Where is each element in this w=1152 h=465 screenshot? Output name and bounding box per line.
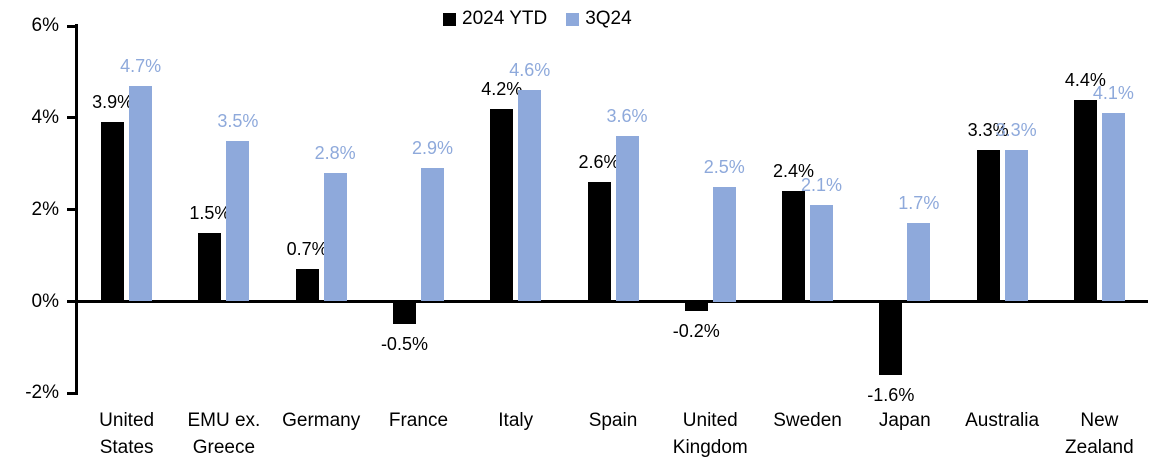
bar-label-2024-ytd-new-zealand: 4.4% <box>1064 69 1106 90</box>
y-tick-mark <box>67 208 78 212</box>
bar-label-2024-ytd-sweden: 2.4% <box>773 161 815 182</box>
bar-3q24-emu-ex-greece <box>226 140 250 302</box>
y-tick-mark <box>67 300 78 303</box>
bar-3q24-united-states <box>129 85 153 302</box>
bar-label-2024-ytd-spain: 2.6% <box>578 152 620 173</box>
category-label-italy: Italy <box>498 410 534 431</box>
category-label-united-kingdom: United Kingdom <box>672 410 748 458</box>
y-tick-mark <box>67 391 78 395</box>
bar-label-2024-ytd-japan: -1.6% <box>867 384 915 405</box>
bar-label-2024-ytd-france: -0.5% <box>380 334 428 355</box>
chart-legend: 2024 YTD 3Q24 <box>443 8 632 30</box>
bar-3q24-united-kingdom <box>712 186 736 302</box>
y-tick-label-6: 6% <box>31 15 59 37</box>
bar-label-3q24-germany: 2.8% <box>314 142 356 163</box>
bar-3q24-spain <box>615 136 639 302</box>
bar-2024-ytd-united-kingdom <box>684 301 708 311</box>
bar-3q24-australia <box>1004 150 1028 302</box>
bar-2024-ytd-italy <box>490 108 514 302</box>
bar-label-3q24-spain: 3.6% <box>606 106 648 127</box>
legend-label-2024-ytd: 2024 YTD <box>462 8 548 29</box>
y-tick-mark <box>67 116 78 120</box>
bar-label-2024-ytd-italy: 4.2% <box>481 78 523 99</box>
bar-3q24-new-zealand <box>1101 113 1125 302</box>
bar-label-3q24-united-kingdom: 2.5% <box>703 156 745 177</box>
legend-item-3q24: 3Q24 <box>566 8 632 30</box>
bar-2024-ytd-spain <box>587 182 611 302</box>
category-label-new-zealand: New Zealand <box>1065 410 1134 458</box>
bar-2024-ytd-new-zealand <box>1073 99 1097 302</box>
bar-label-2024-ytd-australia: 3.3% <box>967 120 1009 141</box>
category-label-france: France <box>388 410 449 431</box>
y-tick-mark <box>67 24 78 28</box>
bar-label-3q24-new-zealand: 4.1% <box>1092 83 1134 104</box>
category-label-germany: Germany <box>282 410 361 431</box>
bar-label-3q24-emu-ex-greece: 3.5% <box>217 110 259 131</box>
x-axis-baseline <box>75 300 1148 303</box>
legend-swatch-3q24-icon <box>566 12 580 26</box>
bar-label-3q24-italy: 4.6% <box>509 60 551 81</box>
bar-label-2024-ytd-germany: 0.7% <box>286 239 328 260</box>
legend-swatch-2024-ytd-icon <box>443 12 456 26</box>
category-label-australia: Australia <box>965 410 1040 431</box>
category-label-spain: Spain <box>588 410 638 431</box>
bar-2024-ytd-sweden <box>782 191 806 302</box>
bar-3q24-germany <box>323 172 347 302</box>
bar-label-3q24-sweden: 2.1% <box>801 175 843 196</box>
bar-2024-ytd-germany <box>295 269 319 302</box>
bar-label-3q24-united-states: 4.7% <box>120 55 162 76</box>
legend-item-2024-ytd: 2024 YTD <box>443 8 547 30</box>
bar-2024-ytd-australia <box>976 150 1000 302</box>
category-label-sweden: Sweden <box>773 410 842 431</box>
bar-label-3q24-japan: 1.7% <box>898 193 940 214</box>
bar-label-3q24-france: 2.9% <box>411 138 453 159</box>
bar-label-2024-ytd-emu-ex-greece: 1.5% <box>189 202 231 223</box>
y-tick-label-4: 4% <box>31 106 59 128</box>
y-tick-label-2: 2% <box>31 198 59 220</box>
bar-label-2024-ytd-united-kingdom: -0.2% <box>672 320 720 341</box>
category-label-emu-ex-greece: EMU ex. Greece <box>187 410 261 458</box>
bar-2024-ytd-united-states <box>101 122 125 302</box>
category-label-united-states: United States <box>99 410 155 458</box>
bar-3q24-japan <box>907 223 931 302</box>
bar-label-3q24-australia: 3.3% <box>995 120 1037 141</box>
bar-2024-ytd-france <box>392 301 416 325</box>
bar-2024-ytd-japan <box>879 301 903 375</box>
bar-3q24-france <box>420 168 444 302</box>
bar-2024-ytd-emu-ex-greece <box>198 232 222 302</box>
y-tick-label-0: 0% <box>31 290 59 312</box>
category-label-japan: Japan <box>878 410 931 431</box>
bar-3q24-sweden <box>810 205 834 302</box>
bar-label-2024-ytd-united-states: 3.9% <box>92 92 134 113</box>
y-tick-label-2: -2% <box>25 382 59 404</box>
bar-3q24-italy <box>518 90 542 302</box>
legend-label-3q24: 3Q24 <box>585 8 632 29</box>
